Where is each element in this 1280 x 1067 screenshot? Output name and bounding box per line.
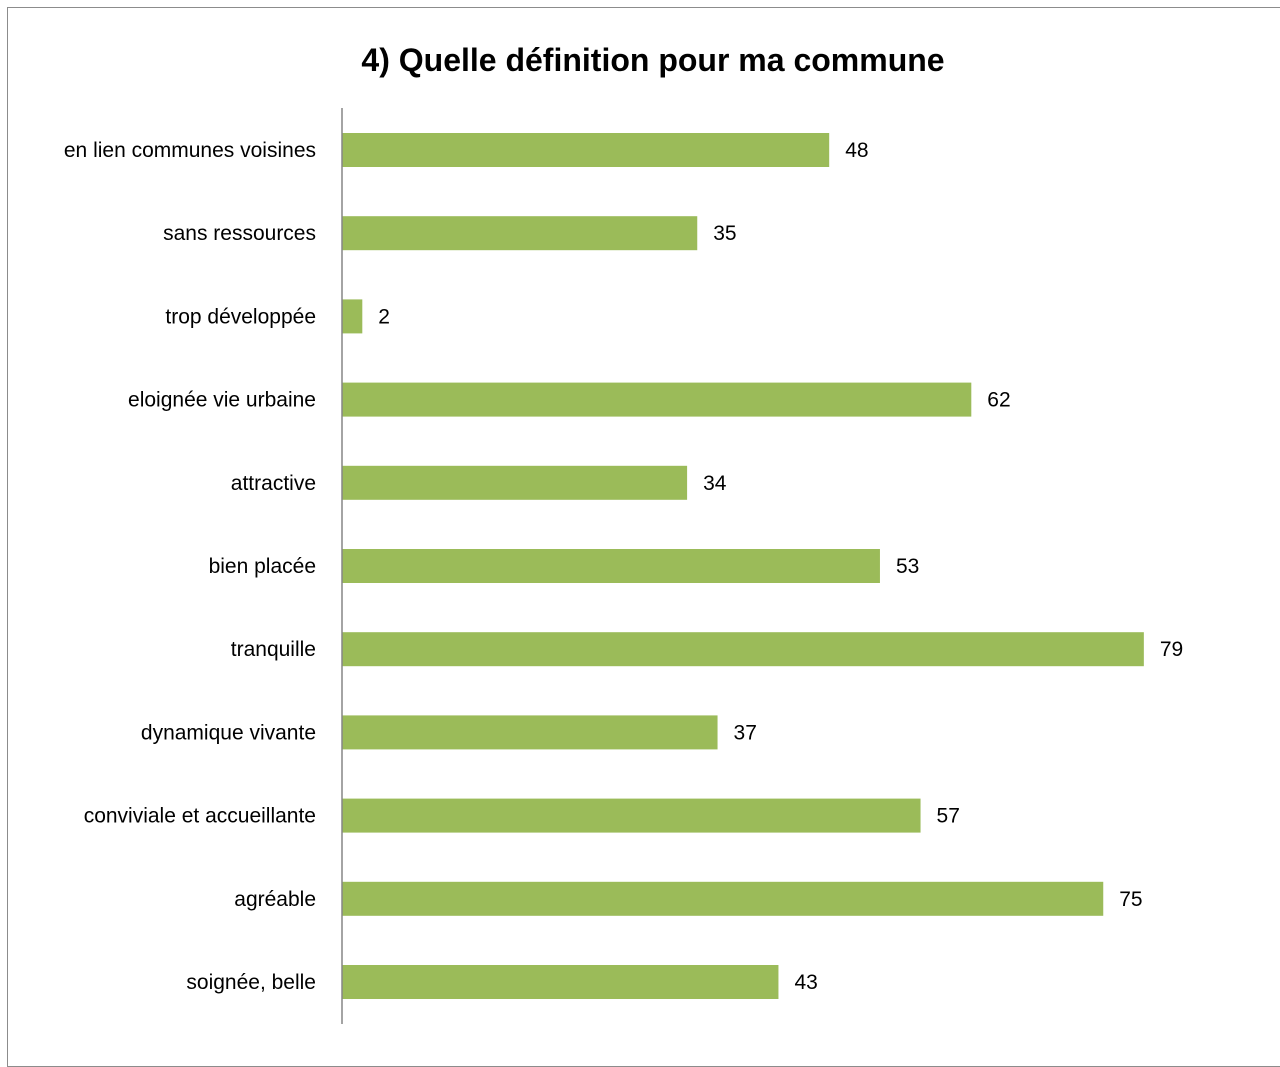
- bar: [342, 632, 1144, 667]
- bar: [342, 216, 698, 251]
- bar: [342, 549, 880, 583]
- bar: [342, 798, 921, 833]
- data-label: 62: [987, 389, 1010, 412]
- data-label: 37: [734, 721, 757, 744]
- bar: [342, 133, 830, 167]
- bar: [342, 715, 718, 750]
- category-label: conviviale et accueillante: [84, 805, 316, 828]
- category-label: eloignée vie urbaine: [128, 389, 316, 412]
- category-label: soignée, belle: [186, 971, 316, 994]
- category-label: trop développée: [165, 305, 316, 328]
- bar: [342, 965, 779, 999]
- category-label: en lien communes voisines: [64, 139, 316, 162]
- category-label: attractive: [231, 472, 316, 495]
- bar: [342, 465, 688, 500]
- category-label: tranquille: [231, 638, 316, 661]
- bar-chart: en lien communes voisines 48 sans ressourc…: [64, 108, 1183, 1024]
- data-label: 43: [794, 971, 817, 994]
- category-label: sans ressources: [163, 222, 316, 245]
- labels-layer: en lien communes voisines 48 sans ressourc…: [64, 139, 1183, 994]
- category-label: bien placée: [209, 555, 316, 578]
- bar: [342, 382, 972, 417]
- data-label: 34: [703, 472, 727, 495]
- data-label: 53: [896, 555, 919, 578]
- bar: [342, 881, 1104, 916]
- chart-title: 4) Quelle définition pour ma commune: [361, 42, 945, 78]
- category-label: agréable: [234, 888, 316, 911]
- data-label: 57: [937, 805, 960, 828]
- data-label: 2: [378, 305, 390, 328]
- bar: [342, 299, 363, 334]
- data-label: 48: [845, 139, 868, 162]
- category-label: dynamique vivante: [141, 721, 316, 744]
- data-label: 75: [1119, 888, 1142, 911]
- data-label: 79: [1160, 638, 1183, 661]
- bars-layer: [342, 133, 1144, 999]
- data-label: 35: [713, 222, 736, 245]
